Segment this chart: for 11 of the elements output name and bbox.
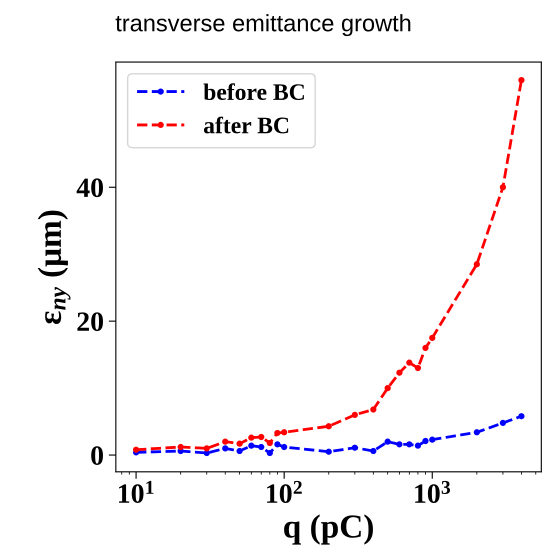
x-tick-label: 10$^{1}$ xyxy=(119,480,154,503)
legend-label: before BC xyxy=(204,83,304,100)
chart-title: transverse emittance growth xyxy=(116,14,410,36)
x-tick-label: 10$^{3}$ xyxy=(415,480,450,504)
x-axis-title: q (pC) xyxy=(284,514,373,545)
legend-label: after BC xyxy=(204,116,288,134)
y-tick-label: 40 xyxy=(76,178,103,198)
y-axis-title: ε$_{ny}$ (μm) xyxy=(38,210,70,324)
y-tick-label: 0 xyxy=(91,446,103,465)
x-tick-label: 10$^{2}$ xyxy=(267,480,302,504)
y-tick-label: 20 xyxy=(77,312,103,332)
